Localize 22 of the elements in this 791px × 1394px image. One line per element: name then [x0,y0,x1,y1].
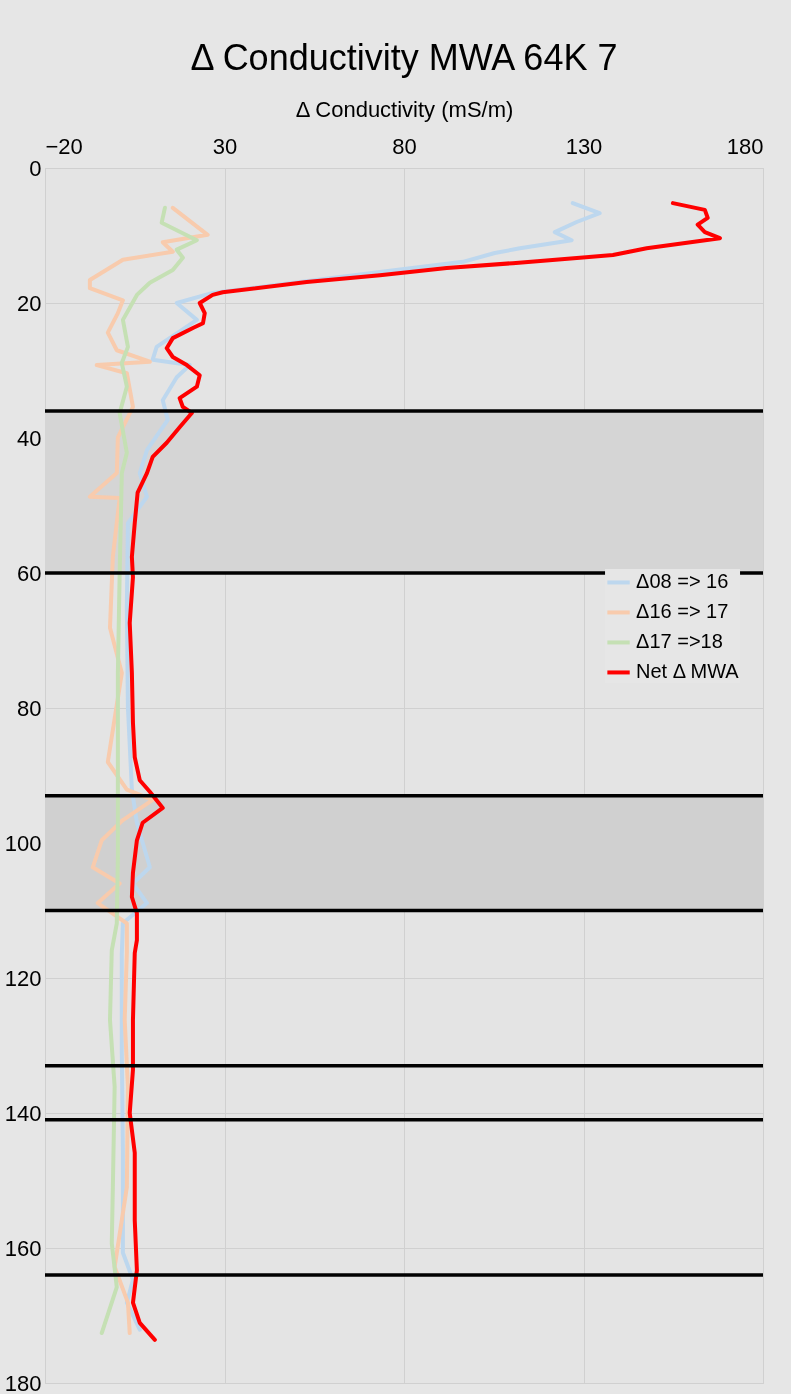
y-tick-label: 100 [4,830,42,856]
y-tick-label: 60 [17,560,42,586]
x-tick-label: 130 [565,133,603,159]
y-tick-label: 80 [17,695,42,721]
x-tick-label: −20 [45,133,83,159]
y-tick-label: 120 [4,965,42,991]
y-tick-label: 20 [17,290,42,316]
x-tick-label: 180 [726,133,764,159]
line-series [99,205,199,1336]
y-tick-label: 160 [4,1235,42,1261]
x-tick-label: 80 [392,133,417,159]
legend-label: Net Δ MWA [636,660,740,683]
legend-label: Δ08 => 16 [636,570,729,593]
y-tick-label: 40 [17,425,42,451]
y-tick-label: 180 [4,1370,42,1394]
chart-title: Δ Conductivity MWA 64K 7 [190,37,618,78]
y-tick-label: 140 [4,1100,42,1126]
x-axis-title: Δ Conductivity (mS/m) [295,96,514,122]
y-tick-label: 0 [29,155,42,181]
legend-label: Δ16 => 17 [636,600,729,623]
legend-label: Δ17 =>18 [636,630,723,653]
x-tick-label: 30 [212,133,238,159]
